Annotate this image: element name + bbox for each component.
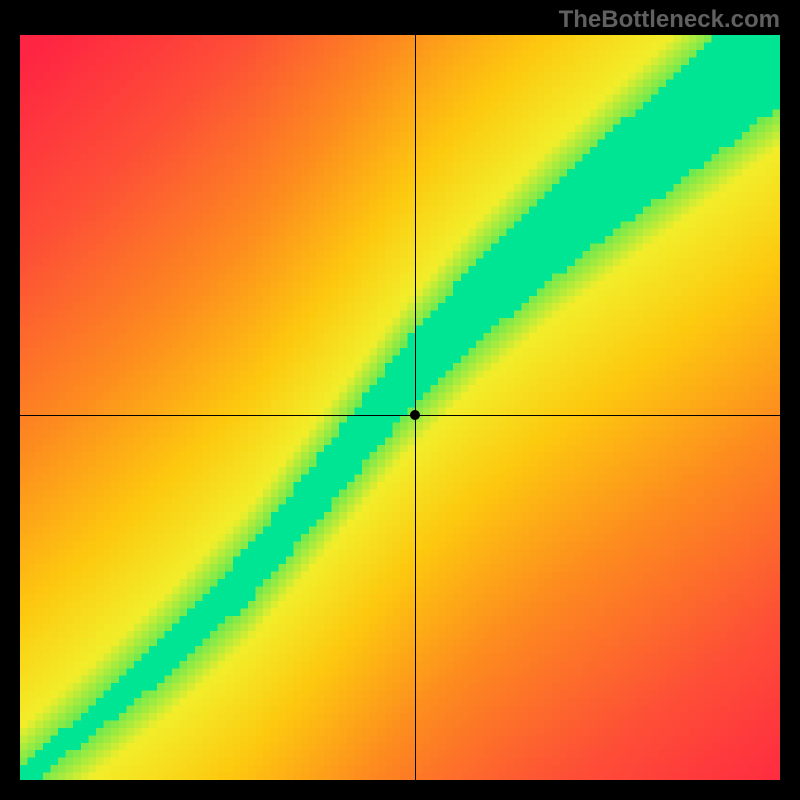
crosshair-horizontal — [20, 415, 780, 416]
heatmap-canvas — [20, 35, 780, 780]
crosshair-vertical — [415, 35, 416, 780]
crosshair-marker-dot — [410, 410, 420, 420]
heatmap-plot — [20, 35, 780, 780]
watermark-text: TheBottleneck.com — [559, 6, 780, 34]
chart-container: TheBottleneck.com — [0, 0, 800, 800]
